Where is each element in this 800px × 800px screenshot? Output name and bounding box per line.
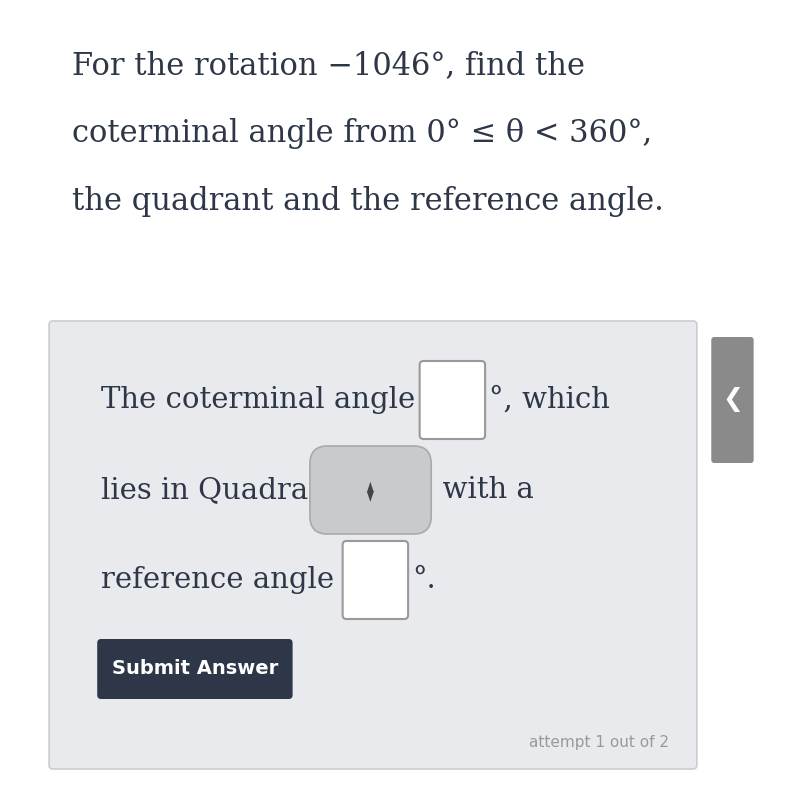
Text: ❮: ❮ xyxy=(722,387,743,413)
FancyBboxPatch shape xyxy=(310,446,431,534)
Text: lies in Quadrant: lies in Quadrant xyxy=(101,476,338,504)
Text: The coterminal angle is: The coterminal angle is xyxy=(101,386,458,414)
FancyBboxPatch shape xyxy=(711,337,754,463)
FancyBboxPatch shape xyxy=(420,361,485,439)
Text: , with a: , with a xyxy=(423,476,534,504)
Text: °, which: °, which xyxy=(489,386,610,414)
FancyBboxPatch shape xyxy=(49,321,697,769)
Text: coterminal angle from 0° ≤ θ < 360°,: coterminal angle from 0° ≤ θ < 360°, xyxy=(72,118,652,149)
Text: the quadrant and the reference angle.: the quadrant and the reference angle. xyxy=(72,186,664,217)
Text: attempt 1 out of 2: attempt 1 out of 2 xyxy=(529,734,669,750)
FancyBboxPatch shape xyxy=(342,541,408,619)
Text: Submit Answer: Submit Answer xyxy=(112,659,278,678)
FancyBboxPatch shape xyxy=(98,639,293,699)
Text: °.: °. xyxy=(412,566,436,594)
Text: reference angle of: reference angle of xyxy=(101,566,381,594)
Text: For the rotation −1046°, find the: For the rotation −1046°, find the xyxy=(72,50,585,81)
Text: ◄►: ◄► xyxy=(363,479,378,501)
